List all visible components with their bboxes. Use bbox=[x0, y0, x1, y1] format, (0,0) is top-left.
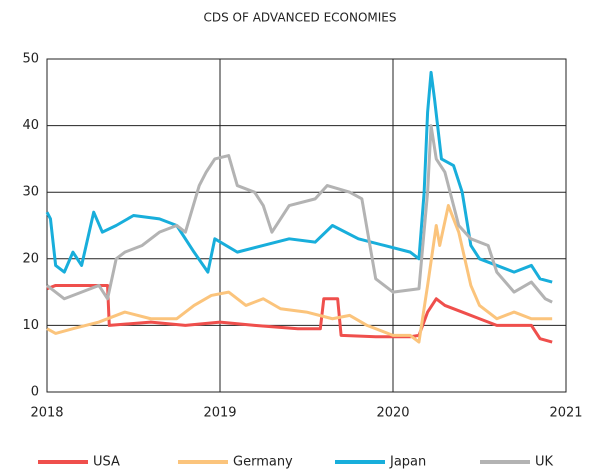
line-series bbox=[46, 204, 553, 344]
plot-frame bbox=[46, 58, 567, 393]
line-series bbox=[46, 124, 553, 304]
line-series bbox=[46, 283, 553, 344]
y-tick-label: 10 bbox=[22, 318, 39, 333]
chart-title: CDS OF ADVANCED ECONOMIES bbox=[203, 11, 396, 25]
y-tick-label: 50 bbox=[22, 52, 39, 67]
x-tick-label: 2018 bbox=[30, 406, 63, 421]
legend-label: Japan bbox=[389, 455, 426, 470]
x-tick-label: 2021 bbox=[549, 406, 582, 421]
y-tick-label: 0 bbox=[31, 385, 39, 400]
y-tick-label: 30 bbox=[22, 185, 39, 200]
y-tick-label: 40 bbox=[22, 118, 39, 133]
legend-label: UK bbox=[535, 455, 554, 470]
x-tick-label: 2019 bbox=[203, 406, 236, 421]
legend-label: Germany bbox=[233, 455, 293, 470]
legend-label: USA bbox=[93, 455, 120, 470]
y-tick-label: 20 bbox=[22, 251, 39, 266]
line-series bbox=[45, 70, 553, 284]
x-tick-label: 2020 bbox=[376, 406, 409, 421]
